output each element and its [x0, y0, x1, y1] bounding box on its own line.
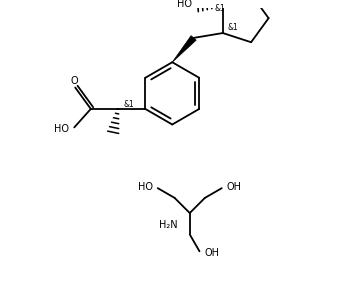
- Text: H₂N: H₂N: [159, 220, 178, 230]
- Text: HO: HO: [138, 182, 153, 192]
- Text: OH: OH: [205, 248, 220, 258]
- Text: &1: &1: [228, 23, 239, 32]
- Text: OH: OH: [227, 182, 242, 192]
- Text: &1: &1: [214, 4, 225, 13]
- Text: HO: HO: [54, 124, 69, 134]
- Text: O: O: [71, 76, 78, 86]
- Text: &1: &1: [124, 100, 135, 109]
- Text: HO: HO: [177, 0, 192, 9]
- Polygon shape: [172, 36, 196, 62]
